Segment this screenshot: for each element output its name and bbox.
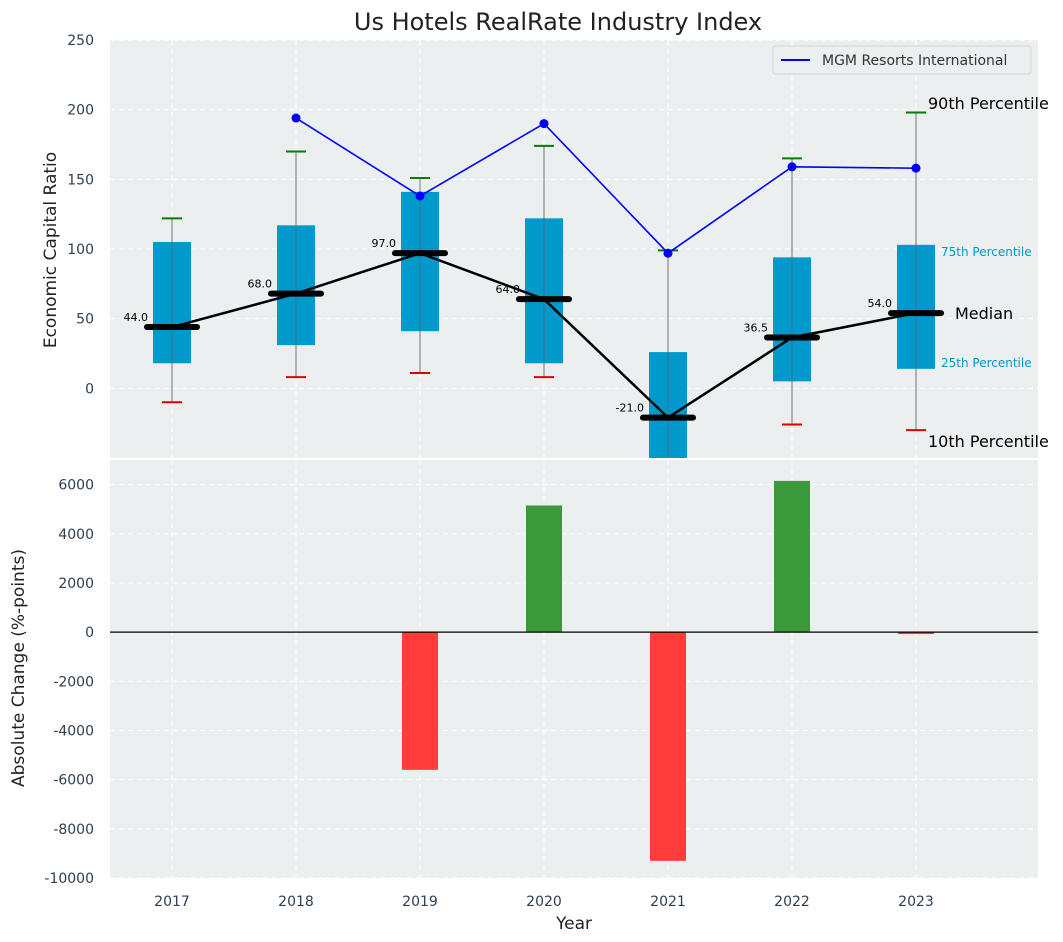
legend-box — [772, 45, 1032, 75]
x-tick-label: 2023 — [898, 894, 934, 910]
bottom-y-tick-label: -6000 — [53, 773, 94, 789]
bottom-y-tick-label: -10000 — [44, 871, 94, 887]
median-value-label: 36.5 — [744, 321, 769, 334]
top-y-tick-label: 200 — [67, 103, 94, 119]
x-tick-label: 2020 — [526, 894, 562, 910]
bottom-y-tick-label: -8000 — [53, 822, 94, 838]
median-value-label: 68.0 — [248, 278, 273, 291]
company-line — [295, 117, 917, 255]
company-point — [415, 191, 425, 201]
change-bar — [898, 632, 934, 635]
top-y-tick-label: 150 — [67, 172, 94, 188]
top-panel: 0 50 100 150 200 250 44.0 68.0 97.0 64.0 -21.0 36.5… — [67, 33, 1038, 458]
company-point — [787, 162, 797, 172]
chart-title: Us Hotels RealRate Industry Index — [354, 8, 762, 36]
company-point — [663, 248, 673, 258]
x-tick-label: 2019 — [402, 894, 438, 910]
company-point — [539, 119, 549, 129]
x-tick-label: 2017 — [154, 894, 190, 910]
annotation-p25: 25th Percentile — [941, 356, 1032, 370]
company-point — [291, 113, 301, 123]
median-value-label: 54.0 — [868, 297, 893, 310]
legend-entry: MGM Resorts International — [822, 53, 1007, 69]
x-tick-label: 2022 — [774, 894, 810, 910]
top-y-tick-label: 50 — [76, 312, 94, 328]
median-value-label: 97.0 — [372, 237, 397, 250]
change-bar — [526, 505, 562, 633]
bottom-panel: -10000 -8000 -6000 -4000 -2000 0 2000 4000 6000 2… — [44, 460, 1038, 910]
bottom-y-tick-label: 2000 — [58, 576, 94, 592]
top-y-tick-label: 250 — [67, 33, 94, 49]
bottom-y-axis-label: Absolute Change (%-points) — [9, 549, 29, 787]
change-bar — [774, 480, 810, 633]
bottom-y-tick-label: -2000 — [53, 674, 94, 690]
change-bar — [650, 632, 686, 861]
bottom-y-tick-label: 0 — [85, 625, 94, 641]
median-value-label: -21.0 — [616, 402, 644, 415]
annotation-p75: 75th Percentile — [941, 245, 1032, 259]
top-y-axis-label: Economic Capital Ratio — [41, 152, 61, 348]
bottom-plot-area — [110, 460, 1038, 878]
bottom-y-tick-label: 6000 — [58, 478, 94, 494]
top-y-tick-label: 100 — [67, 242, 94, 258]
company-point — [911, 163, 921, 173]
annotation-p10: 10th Percentile — [928, 432, 1049, 451]
top-y-tick-label: 0 — [85, 381, 94, 397]
annotation-median: Median — [955, 304, 1013, 323]
median-value-label: 44.0 — [124, 311, 149, 324]
x-axis-label: Year — [555, 914, 592, 934]
median-value-label: 64.0 — [496, 283, 521, 296]
x-tick-label: 2018 — [278, 894, 314, 910]
change-bar — [402, 632, 438, 770]
bottom-y-tick-label: 4000 — [58, 527, 94, 543]
annotation-p90: 90th Percentile — [928, 94, 1049, 113]
x-tick-label: 2021 — [650, 894, 686, 910]
legend: MGM Resorts International — [772, 45, 1032, 75]
bottom-y-tick-label: -4000 — [53, 723, 94, 739]
